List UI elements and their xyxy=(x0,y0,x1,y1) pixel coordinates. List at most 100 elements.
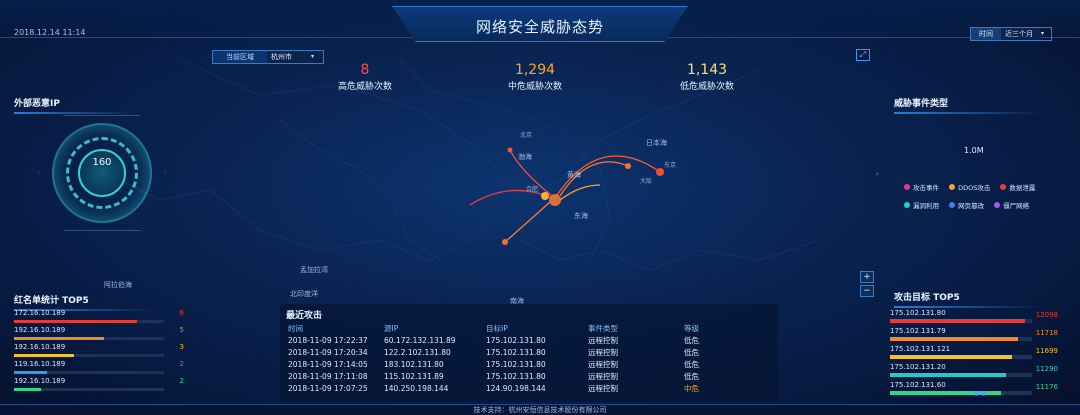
hex-frame xyxy=(38,115,166,231)
redlist-count: 5 xyxy=(179,326,184,334)
table-cell-level: 低危 xyxy=(684,348,699,357)
legend-dot xyxy=(1000,184,1007,190)
column-header: 等级 xyxy=(684,324,699,333)
zoom-out-button[interactable]: − xyxy=(860,285,874,297)
time-filter-select[interactable]: 时间 近三个月 ▾ xyxy=(970,27,1052,41)
table-row[interactable]: 2018-11-09 17:22:37 60.172.132.131.89 175.… xyxy=(280,335,778,347)
page-title: 网络安全威胁态势 xyxy=(475,18,604,36)
stat-medium: 1,294 中危威胁次数 xyxy=(490,62,580,92)
legend-label: DDOS攻击 xyxy=(958,184,991,192)
legend-item[interactable]: 攻击事件 xyxy=(904,182,939,192)
redlist-count: 3 xyxy=(179,343,184,351)
legend-dot xyxy=(994,202,1001,208)
legend-item[interactable]: 网页篡改 xyxy=(949,200,984,210)
zoom-in-button[interactable]: + xyxy=(860,271,874,283)
table-cell-time: 2018-11-09 17:22:37 xyxy=(288,336,368,345)
table-cell-dst: 175.102.131.80 xyxy=(486,372,546,381)
list-item: 192.16.10.189 3 xyxy=(14,343,184,360)
target-ip: 175.102.131.79 xyxy=(890,327,946,335)
target-count: 11699 xyxy=(1035,347,1058,355)
region-select[interactable]: 当前区域 杭州市 ▾ xyxy=(212,50,324,64)
stat-high-value: 8 xyxy=(360,62,370,78)
progress-track xyxy=(14,371,164,374)
list-item: 175.102.131.80 12098 xyxy=(888,308,1064,326)
external-ip-count: 160 xyxy=(92,157,112,168)
list-item: 175.102.131.20 11290 xyxy=(888,362,1064,380)
time-filter-label: 时间 xyxy=(971,28,1001,40)
table-cell-level: 低危 xyxy=(684,360,699,369)
attack-target-list: 175.102.131.80 12098 175.102.131.79 11718 17… xyxy=(888,308,1064,398)
stat-low-label: 低危威胁次数 xyxy=(679,82,734,92)
progress-track xyxy=(14,388,164,391)
legend-item[interactable]: 漏洞利用 xyxy=(904,200,939,210)
time-filter-value: 近三个月 xyxy=(1001,28,1041,40)
table-cell-dst: 124.90.198.144 xyxy=(486,384,546,393)
pager-dots[interactable]: ● ● xyxy=(974,390,987,397)
region-select-value: 杭州市 xyxy=(267,51,311,63)
list-item: 119.16.10.189 2 xyxy=(14,360,184,377)
target-count: 11176 xyxy=(1035,383,1058,391)
datetime: 2018.12.14 11:14 xyxy=(14,28,86,37)
chevron-down-icon: ▾ xyxy=(1041,30,1045,37)
stat-high-label: 高危威胁次数 xyxy=(337,82,392,92)
legend-item[interactable]: 僵尸网络 xyxy=(994,200,1029,210)
redlist-ip: 172.16.10.189 xyxy=(14,309,66,317)
table-cell-src: 122.2.102.131.80 xyxy=(384,348,451,357)
sea-label: 南海 xyxy=(510,297,524,305)
table-cell-level: 中危 xyxy=(684,384,699,393)
progress-track xyxy=(890,337,1032,341)
progress-track xyxy=(890,355,1032,359)
table-cell-time: 2018-11-09 17:20:34 xyxy=(288,348,368,357)
column-header: 目标IP xyxy=(486,324,508,333)
redlist-count: 2 xyxy=(179,360,184,368)
title-underline xyxy=(894,306,1044,308)
progress-fill xyxy=(890,355,1013,359)
sea-label: 阿拉伯海 xyxy=(104,281,132,289)
table-cell-level: 低危 xyxy=(684,372,699,381)
gauge-core xyxy=(78,149,126,197)
table-cell-src: 60.172.132.131.89 xyxy=(384,336,456,345)
external-ip-panel: 外部恶意IP xyxy=(14,96,154,114)
table-cell-time: 2018-11-09 17:14:05 xyxy=(288,360,368,369)
progress-fill xyxy=(14,354,74,357)
table-cell-type: 远程控制 xyxy=(588,372,618,381)
table-cell-time: 2018-11-09 17:11:08 xyxy=(288,372,368,381)
place-label: 合肥 xyxy=(526,186,539,193)
progress-fill xyxy=(890,391,1001,395)
legend-item[interactable]: 数据泄露 xyxy=(1000,182,1035,192)
footer: 技术支持：杭州安恒信息技术股份有限公司 xyxy=(0,404,1080,415)
external-ip-title: 外部恶意IP xyxy=(14,99,60,109)
table-row[interactable]: 2018-11-09 17:07:25 140.250.198.144 124.90… xyxy=(280,383,778,395)
fullscreen-icon[interactable]: ⤢ xyxy=(856,49,870,61)
table-cell-time: 2018-11-09 17:07:25 xyxy=(288,384,368,393)
threat-types-title: 威胁事件类型 xyxy=(894,99,949,109)
legend-dot xyxy=(904,202,910,208)
table-cell-dst: 175.102.131.80 xyxy=(486,348,546,357)
chevron-right-icon[interactable]: › xyxy=(876,170,879,178)
sea-label: 渤海 xyxy=(518,153,532,161)
target-ip: 175.102.131.60 xyxy=(890,381,946,389)
table-row[interactable]: 2018-11-09 17:20:34 122.2.102.131.80 175.1… xyxy=(280,347,778,359)
legend-dot xyxy=(949,184,956,190)
recent-attacks-panel: 最近攻击 时间 源IP 目标IP 事件类型 等级 2018-11-09 17:2… xyxy=(280,304,778,402)
legend-dot xyxy=(949,202,956,208)
progress-fill xyxy=(890,373,1007,377)
stat-low-value: 1,143 xyxy=(686,62,728,78)
progress-fill xyxy=(14,371,47,374)
table-cell-src: 140.250.198.144 xyxy=(384,384,449,393)
table-row[interactable]: 2018-11-09 17:14:05 183.102.131.80 175.102… xyxy=(280,359,778,371)
list-item: 172.16.10.189 6 xyxy=(14,309,184,326)
sea-label: 北印度洋 xyxy=(290,290,318,298)
legend-label: 数据泄露 xyxy=(1009,184,1036,192)
legend-item[interactable]: DDOS攻击 xyxy=(949,182,990,192)
progress-track xyxy=(890,319,1032,323)
legend-label: 攻击事件 xyxy=(913,184,939,192)
stat-high: 8 高危威胁次数 xyxy=(320,62,410,92)
threat-types-center-value: 1.0M xyxy=(964,146,984,155)
sea-label: 日本海 xyxy=(646,139,667,147)
progress-fill xyxy=(890,319,1025,323)
redlist-ip: 192.16.10.189 xyxy=(14,377,66,385)
redlist-ip: 192.16.10.189 xyxy=(14,326,66,334)
column-header: 时间 xyxy=(288,324,303,333)
table-row[interactable]: 2018-11-09 17:11:08 115.102.131.89 175.102… xyxy=(280,371,778,383)
